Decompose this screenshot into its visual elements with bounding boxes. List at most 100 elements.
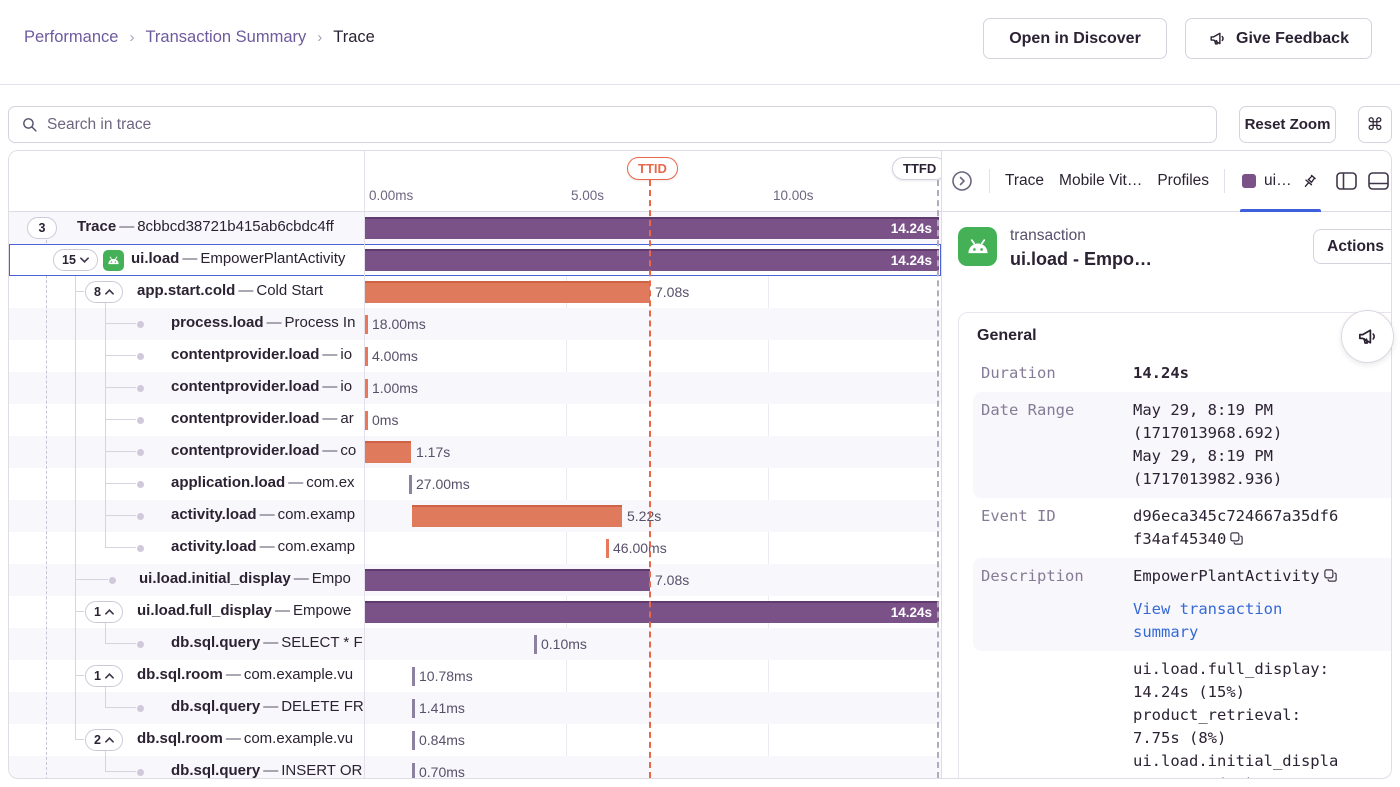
span-count-pill[interactable]: 3 xyxy=(27,217,57,239)
span-bar[interactable]: 14.24s xyxy=(365,217,939,239)
tab-profiles[interactable]: Profiles xyxy=(1157,172,1210,189)
view-transaction-summary-link[interactable]: View transaction summary xyxy=(1133,600,1283,641)
span-label: contentprovider.load — io xyxy=(171,346,352,363)
span-bar[interactable] xyxy=(412,505,622,527)
collapse-panel-icon[interactable] xyxy=(950,169,974,193)
trace-row[interactable]: 8 app.start.cold — Cold Start 7.08s xyxy=(9,276,941,308)
span-bar[interactable]: 14.24s xyxy=(365,601,939,623)
trace-row[interactable]: contentprovider.load — io 1.00ms xyxy=(9,372,941,404)
span-tick[interactable] xyxy=(409,475,412,494)
span-op: db.sql.room xyxy=(137,666,223,683)
breadcrumb-transaction-summary[interactable]: Transaction Summary xyxy=(145,28,307,46)
trace-row[interactable]: contentprovider.load — co 1.17s xyxy=(9,436,941,468)
tree-cell: contentprovider.load — io xyxy=(9,340,364,372)
span-count: 1 xyxy=(94,605,101,619)
gridline-10s xyxy=(768,212,769,778)
span-tick[interactable] xyxy=(606,539,609,558)
span-count-pill[interactable]: 8 xyxy=(85,281,123,303)
trace-row[interactable]: activity.load — com.examp 5.22s xyxy=(9,500,941,532)
axis-tick-10s: 10.00s xyxy=(773,188,814,203)
trace-row[interactable]: application.load — com.ex 27.00ms xyxy=(9,468,941,500)
details-tabs: Trace Mobile Vit… Profiles ui… xyxy=(942,151,1391,212)
span-label: activity.load — com.examp xyxy=(171,506,355,523)
trace-row[interactable]: contentprovider.load — io 4.00ms xyxy=(9,340,941,372)
ttfd-badge[interactable]: TTFD xyxy=(892,157,948,180)
span-op: db.sql.query xyxy=(171,698,261,715)
copy-icon[interactable] xyxy=(1323,568,1338,583)
tab-trace[interactable]: Trace xyxy=(1005,172,1045,189)
span-separator: — xyxy=(238,282,254,299)
trace-row[interactable]: contentprovider.load — ar 0ms xyxy=(9,404,941,436)
breadcrumb: Performance › Transaction Summary › Trac… xyxy=(24,28,375,47)
span-label: ui.load — EmpowerPlantActivity xyxy=(131,250,345,267)
span-dot xyxy=(137,385,144,392)
copy-icon[interactable] xyxy=(1229,531,1244,546)
span-count-pill[interactable]: 1 xyxy=(85,601,123,623)
trace-row[interactable]: 3 Trace —8cbbcd38721b415ab6cbdc4ff 14.24s xyxy=(9,212,941,244)
span-count-pill[interactable]: 1 xyxy=(85,665,123,687)
span-separator: — xyxy=(293,570,309,587)
span-bar[interactable] xyxy=(365,569,650,591)
span-description: com.example.vu xyxy=(243,730,354,747)
trace-row[interactable]: activity.load — com.examp 46.00ms xyxy=(9,532,941,564)
span-tick[interactable] xyxy=(365,411,368,430)
pin-icon[interactable] xyxy=(1300,172,1319,191)
span-bar[interactable]: 14.24s xyxy=(365,249,939,271)
span-duration-label: 0ms xyxy=(372,412,399,428)
open-in-discover-button[interactable]: Open in Discover xyxy=(983,18,1167,59)
trace-row[interactable]: ui.load.initial_display — Empo 7.08s xyxy=(9,564,941,596)
search-input[interactable] xyxy=(47,115,1204,134)
span-tick[interactable] xyxy=(534,635,537,654)
span-description: INSERT OR xyxy=(281,762,363,778)
span-dot xyxy=(137,705,144,712)
feedback-fab-button[interactable] xyxy=(1341,310,1394,363)
command-shortcut-button[interactable]: ⌘ xyxy=(1358,106,1392,143)
span-op: ui.load xyxy=(131,250,180,267)
detail-value: May 29, 8:19 PM (1717013968.692) May 29, 8… xyxy=(1133,399,1338,491)
layout-bottom-panel-icon[interactable] xyxy=(1367,172,1389,190)
tab-ui-load-active[interactable]: ui… xyxy=(1240,151,1321,212)
span-bar[interactable] xyxy=(365,441,411,463)
span-tick[interactable] xyxy=(412,731,415,750)
trace-row[interactable]: db.sql.query — DELETE FR 1.41ms xyxy=(9,692,941,724)
span-dot xyxy=(137,641,144,648)
breadcrumb-performance[interactable]: Performance xyxy=(24,28,119,46)
trace-row[interactable]: 1 ui.load.full_display — Empowe 14.24s xyxy=(9,596,941,628)
trace-row[interactable]: process.load — Process In 18.00ms xyxy=(9,308,941,340)
span-op: ui.load.initial_display xyxy=(139,570,291,587)
trace-row[interactable]: 1 db.sql.room — com.example.vu 10.78ms xyxy=(9,660,941,692)
trace-row[interactable]: db.sql.query — SELECT * F 0.10ms xyxy=(9,628,941,660)
actions-button[interactable]: Actions xyxy=(1312,229,1391,264)
chevron-down-icon xyxy=(79,257,89,263)
span-tick[interactable] xyxy=(412,667,415,686)
give-feedback-button[interactable]: Give Feedback xyxy=(1185,18,1372,59)
span-tick[interactable] xyxy=(412,699,415,718)
span-tick[interactable] xyxy=(365,315,368,334)
tree-waterfall-divider[interactable] xyxy=(364,151,365,778)
ttid-marker-line xyxy=(649,180,651,778)
trace-row[interactable]: 2 db.sql.room — com.example.vu 0.84ms xyxy=(9,724,941,756)
span-separator: — xyxy=(259,538,275,555)
ttid-badge[interactable]: TTID xyxy=(627,157,678,180)
span-bar[interactable] xyxy=(365,281,650,303)
span-duration-label: 14.24s xyxy=(890,253,932,268)
span-tick[interactable] xyxy=(412,763,415,778)
span-count-pill[interactable]: 15 xyxy=(53,249,98,271)
span-op: activity.load xyxy=(171,538,257,555)
span-dot xyxy=(137,769,144,776)
chevron-up-icon xyxy=(105,673,114,679)
span-tick[interactable] xyxy=(365,379,368,398)
span-count-pill[interactable]: 2 xyxy=(85,729,123,751)
tab-mobile-vitals[interactable]: Mobile Vit… xyxy=(1059,172,1143,189)
reset-zoom-button[interactable]: Reset Zoom xyxy=(1239,106,1336,143)
trace-row[interactable]: db.sql.query — INSERT OR 0.70ms xyxy=(9,756,941,778)
layout-left-panel-icon[interactable] xyxy=(1335,172,1357,190)
span-label: db.sql.query — INSERT OR xyxy=(171,762,362,778)
span-tick[interactable] xyxy=(365,347,368,366)
span-duration-label: 0.84ms xyxy=(419,732,465,748)
detail-value-line: 14.24s xyxy=(1133,364,1189,382)
gridline-5s xyxy=(566,212,567,778)
trace-row[interactable]: 15 ui.load — EmpowerPlantActivity 14.24s xyxy=(9,244,941,276)
tree-cell: 8 app.start.cold — Cold Start xyxy=(9,276,364,308)
span-duration-label: 0.10ms xyxy=(541,636,587,652)
